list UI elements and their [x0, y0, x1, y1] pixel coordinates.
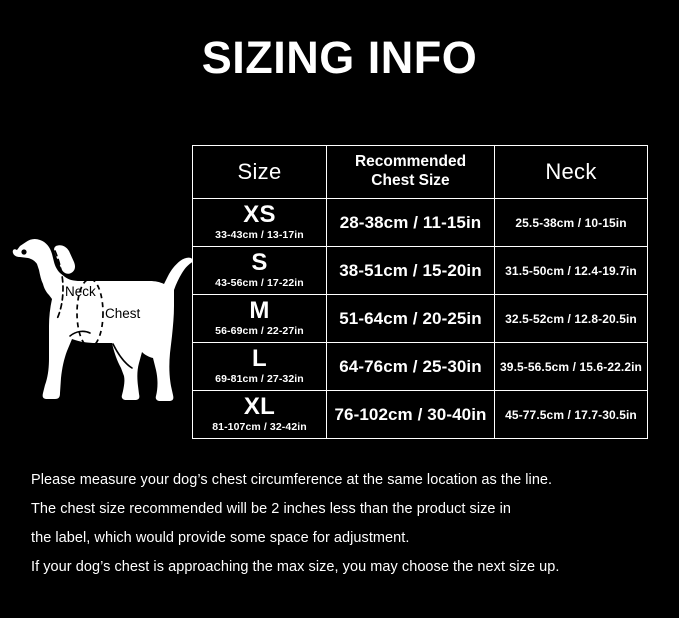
cell-chest: 28-38cm / 11-15in — [326, 198, 495, 247]
cell-chest: 51-64cm / 20-25in — [326, 294, 495, 343]
table-row: XL 81-107cm / 32-42in 76-102cm / 30-40in… — [192, 390, 648, 439]
note-line: Please measure your dog’s chest circumfe… — [31, 472, 553, 488]
cell-neck: 32.5-52cm / 12.8-20.5in — [494, 294, 648, 343]
cell-chest: 76-102cm / 30-40in — [326, 390, 495, 439]
cell-neck: 25.5-38cm / 10-15in — [494, 198, 648, 247]
neck-measure-line — [54, 250, 64, 320]
note-line: The chest size recommended will be 2 inc… — [31, 501, 511, 517]
cell-chest: 38-51cm / 15-20in — [326, 246, 495, 295]
cell-size: S 43-56cm / 17-22in — [192, 246, 327, 295]
size-letter: S — [251, 249, 268, 277]
cell-size: L 69-81cm / 27-32in — [192, 342, 327, 391]
dog-eye — [21, 249, 27, 255]
header-recommended-chest-size: Recommended Chest Size — [326, 145, 495, 199]
table-header-row: Size Recommended Chest Size Neck — [192, 145, 648, 199]
chest-measure-line — [76, 278, 104, 348]
sizing-table: Size Recommended Chest Size Neck XS 33-4… — [192, 145, 648, 439]
note-line: the label, which would provide some spac… — [31, 530, 410, 546]
size-letter: XS — [243, 201, 276, 229]
hindleg-contour — [112, 343, 133, 369]
neck-label: Neck — [65, 284, 96, 299]
cell-neck: 45-77.5cm / 17.7-30.5in — [494, 390, 648, 439]
size-range: 69-81cm / 27-32in — [215, 373, 304, 386]
cell-size: XS 33-43cm / 13-17in — [192, 198, 327, 247]
size-letter: XL — [243, 393, 276, 421]
table-row: M 56-69cm / 22-27in 51-64cm / 20-25in 32… — [192, 294, 648, 343]
header-chest-line2: Chest Size — [371, 172, 450, 189]
cell-neck: 39.5-56.5cm / 15.6-22.2in — [494, 342, 648, 391]
sizing-notes: Please measure your dog’s chest circumfe… — [31, 466, 651, 582]
size-letter: L — [252, 345, 267, 373]
header-size: Size — [192, 145, 327, 199]
size-range: 43-56cm / 17-22in — [215, 277, 304, 290]
cell-size: XL 81-107cm / 32-42in — [192, 390, 327, 439]
cell-size: M 56-69cm / 22-27in — [192, 294, 327, 343]
cell-neck: 31.5-50cm / 12.4-19.7in — [494, 246, 648, 295]
table-row: L 69-81cm / 27-32in 64-76cm / 25-30in 39… — [192, 342, 648, 391]
chest-label: Chest — [105, 306, 141, 321]
header-neck: Neck — [494, 145, 648, 199]
dog-body-shape — [12, 238, 193, 401]
cell-chest: 64-76cm / 25-30in — [326, 342, 495, 391]
shoulder-contour — [69, 330, 91, 337]
size-range: 81-107cm / 32-42in — [212, 421, 307, 434]
header-chest-line1: Recommended — [354, 153, 467, 171]
dog-silhouette-illustration: Neck Chest — [8, 218, 194, 410]
note-line: If your dog’s chest is approaching the m… — [31, 559, 560, 575]
size-range: 33-43cm / 13-17in — [215, 229, 304, 242]
table-row: S 43-56cm / 17-22in 38-51cm / 15-20in 31… — [192, 246, 648, 295]
page-title: SIZING INFO — [201, 32, 478, 83]
size-letter: M — [249, 297, 270, 325]
size-range: 56-69cm / 22-27in — [215, 325, 304, 338]
table-row: XS 33-43cm / 13-17in 28-38cm / 11-15in 2… — [192, 198, 648, 247]
